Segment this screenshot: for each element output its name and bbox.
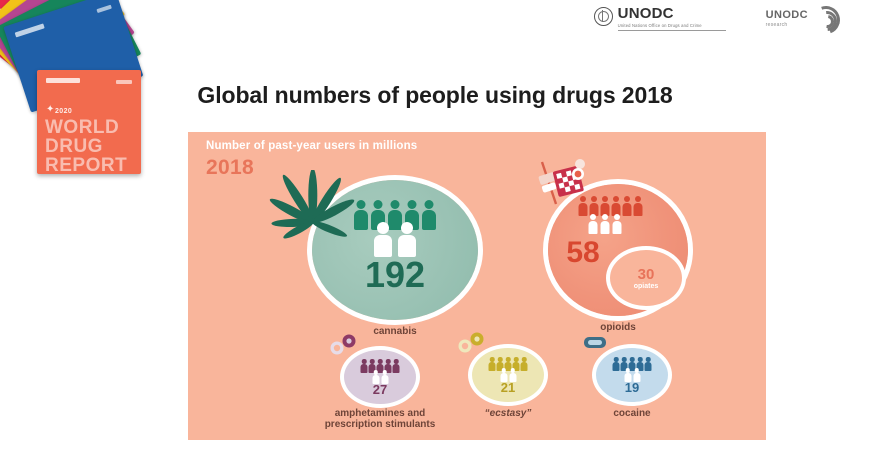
cover-logo-mark [46,78,80,83]
cover-star-icon: ✦ [46,104,55,115]
person-icon [644,357,652,371]
amphetamines-people-row-light [344,370,416,384]
person-icon [600,214,609,234]
cannabis-label: cannabis [373,326,417,337]
ecstasy-label: “ecstasy” [484,408,532,419]
cover-title: WORLD DRUG REPORT [45,117,128,174]
opioids-value: 58 [566,236,600,269]
person-icon [488,357,496,371]
cover-year: 2020 [55,108,73,115]
person-icon [500,368,507,382]
person-icon [384,359,392,373]
person-icon [589,196,598,216]
cannabis-value: 192 [364,254,426,295]
person-icon [636,357,644,371]
ecstasy-people-row-dark [472,357,544,371]
person-icon [512,357,520,371]
un-emblem-icon [593,7,613,26]
cocaine-bag-icon [580,332,610,358]
person-icon [628,357,636,371]
person-icon [496,357,504,371]
opioids-people-row-white [588,214,621,234]
bubble-opioids: 58 30 opiates [548,184,688,316]
cannabis-people-row-green [312,200,478,230]
bubble-ecstasy: 21 [472,348,544,402]
person-icon [381,370,388,384]
opioids-label: opioids [600,322,636,333]
person-icon [611,196,620,216]
pill-icon [456,332,486,358]
cocaine-value: 19 [624,380,640,395]
person-icon [388,200,402,230]
cannabis-leaf-icon [266,168,356,260]
bubble-cocaine: 19 [596,348,668,402]
person-icon [398,222,416,257]
unodc-logo-word: UNODC [617,5,674,22]
pill-icon [328,334,358,360]
infographic-panel: Number of past-year users in millions 20… [188,132,766,440]
person-icon [368,359,376,373]
person-icon [612,357,620,371]
page-title: Global numbers of people using drugs 201… [197,82,673,108]
unodc-research-logo: UNODC research [765,1,845,39]
person-icon [422,200,436,230]
person-icon [504,357,512,371]
swoosh-icon [807,1,845,39]
person-icon [376,359,384,373]
cover-logo-mark-secondary [116,80,132,84]
unodc-logo-rule [617,30,726,31]
syringe-icon [526,158,596,222]
opioids-people-row-red [578,196,642,216]
amphetamines-people-row-dark [344,359,416,373]
unodc-logo: UNODC United Nations Office on Drugs and… [593,5,726,31]
cocaine-people-row-dark [596,357,668,371]
bubble-amphetamines: 27 [344,350,416,404]
person-icon [588,214,597,234]
person-icon [509,368,516,382]
ecstasy-people-row-light [472,368,544,382]
cocaine-label: cocaine [613,408,651,419]
infographic-header: Number of past-year users in millions [206,140,418,152]
cocaine-people-row-light [596,368,668,382]
opiates-label: opiates [633,282,659,290]
person-icon [354,200,368,230]
bubble-opiates: 30 opiates [610,250,682,306]
amphetamines-value: 27 [372,382,388,397]
person-icon [374,222,392,257]
world-drug-report-booklet-stack: ✦ 2020 WORLD DRUG REPORT [0,0,224,174]
cannabis-people-row-white [312,222,478,257]
person-icon [622,196,631,216]
person-icon [600,196,609,216]
person-icon [620,357,628,371]
logo-bar: UNODC United Nations Office on Drugs and… [593,1,845,39]
person-icon [372,370,379,384]
ecstasy-value: 21 [500,380,516,395]
amphetamines-label: amphetamines and prescription stimulants [324,408,436,430]
infographic-year: 2018 [206,156,254,179]
person-icon [578,196,587,216]
unodc-logo-subtitle: United Nations Office on Drugs and Crime [617,23,702,28]
opiates-value: 30 [637,265,655,283]
person-icon [633,196,642,216]
booklet-front-cover: ✦ 2020 WORLD DRUG REPORT [37,70,141,174]
person-icon [360,359,368,373]
unodc-research-subtitle: research [765,22,788,28]
person-icon [392,359,400,373]
person-icon [612,214,621,234]
person-icon [624,368,631,382]
bubble-cannabis: 192 [312,180,478,320]
person-icon [520,357,528,371]
person-icon [633,368,640,382]
unodc-research-word: UNODC [765,9,808,21]
